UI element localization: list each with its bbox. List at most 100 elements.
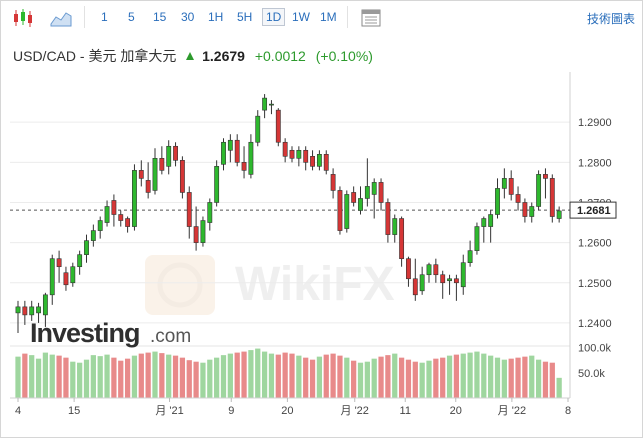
last-price: 1.2679	[202, 48, 245, 64]
candle-body	[536, 174, 542, 207]
volume-bar	[344, 357, 350, 398]
candle-body	[125, 218, 131, 227]
price-tick-label: 1.2900	[578, 117, 612, 129]
investing-wordmark: Investing	[30, 318, 140, 348]
volume-bar	[488, 355, 494, 398]
candle-body	[234, 139, 240, 163]
volume-bar	[535, 359, 542, 398]
candle-body	[63, 272, 69, 286]
candlestick-chart-icon[interactable]	[12, 8, 34, 28]
candle-body	[392, 218, 398, 235]
volume-bar	[433, 358, 439, 398]
volume-bar	[29, 355, 35, 398]
candle-body	[282, 141, 288, 157]
table-icon[interactable]	[360, 8, 382, 28]
volume-bar	[474, 351, 480, 398]
timeframe-5h[interactable]: 5H	[237, 10, 253, 24]
wikifx-wordmark: WikiFX	[235, 258, 395, 311]
timeframe-15[interactable]: 15	[153, 10, 167, 24]
candle-body	[474, 226, 480, 251]
candle-body	[460, 262, 466, 288]
grid-lines	[10, 121, 570, 347]
candle-body	[227, 139, 233, 151]
volume-bar	[378, 356, 384, 398]
candle-body	[488, 214, 494, 227]
current-price-label: 1.2681	[577, 205, 611, 217]
candle-body	[371, 182, 377, 195]
volume-bar	[289, 353, 295, 398]
volume-bar	[42, 352, 49, 398]
candle-body	[440, 274, 446, 284]
volume-bar	[131, 355, 138, 398]
timeframe-1[interactable]: 1	[101, 10, 108, 24]
time-tick-label: 月 '22	[341, 405, 369, 417]
candle-body	[166, 145, 172, 167]
volume-bar	[22, 353, 28, 398]
volume-bar	[309, 359, 316, 398]
volume-bar	[90, 355, 96, 398]
timeframe-5[interactable]: 5	[128, 10, 135, 24]
volume-bar	[248, 350, 254, 398]
volume-bar	[364, 361, 370, 398]
candle-body	[351, 192, 357, 203]
candle-body	[138, 170, 144, 179]
volume-bar	[159, 353, 165, 398]
volume-bar	[138, 353, 144, 398]
volume-bar	[296, 355, 302, 398]
timeframe-1m[interactable]: 1M	[320, 10, 337, 24]
time-tick-label: 8	[565, 405, 571, 417]
volume-bar	[542, 361, 549, 398]
wikifx-logo-ring	[157, 262, 203, 308]
timeframe-1w[interactable]: 1W	[292, 10, 310, 24]
volume-bar	[419, 362, 425, 398]
candlestick-series	[15, 94, 562, 333]
candle-body	[467, 250, 473, 263]
volume-bars	[15, 348, 562, 398]
volume-bar	[49, 354, 55, 398]
timeframe-1d[interactable]: 1D	[262, 8, 286, 26]
candle-body	[207, 202, 213, 223]
timeframe-1h[interactable]: 1H	[208, 10, 224, 24]
candle-body	[179, 160, 185, 193]
volume-bar	[124, 358, 131, 398]
volume-bar	[186, 360, 192, 398]
price-tick-label: 1.2800	[578, 157, 612, 169]
candle-body	[495, 188, 500, 215]
volume-bar	[145, 352, 151, 398]
volume-bar	[398, 357, 405, 398]
candle-body	[501, 178, 507, 189]
timeframe-30[interactable]: 30	[181, 10, 195, 24]
volume-bar	[77, 362, 83, 398]
candle-body	[173, 145, 178, 161]
candle-body	[104, 206, 110, 223]
candle-body	[29, 306, 35, 316]
instrument-header: USD/CAD - 美元 加拿大元 1.2679 +0.0012 (+0.10%…	[13, 46, 373, 66]
candle-body	[508, 178, 514, 195]
candle-body	[241, 162, 247, 171]
volume-bar	[227, 353, 233, 398]
candle-body	[159, 158, 165, 171]
time-tick-label: 月 '22	[498, 405, 526, 417]
candle-body	[111, 200, 117, 215]
candle-body	[90, 230, 96, 241]
volume-bar	[392, 353, 398, 398]
volume-bar	[508, 358, 514, 398]
candle-body	[214, 166, 220, 203]
candle-body	[529, 206, 535, 217]
candle-body	[56, 258, 62, 268]
volume-bar	[323, 354, 329, 398]
investing-watermark: Investing .com	[30, 318, 191, 348]
instrument-name: USD/CAD - 美元 加拿大元	[13, 48, 177, 64]
volume-bar	[179, 357, 186, 398]
area-chart-icon[interactable]	[50, 8, 72, 28]
volume-bar	[118, 360, 124, 398]
technical-chart-link[interactable]: 技術圖表	[586, 12, 635, 26]
volume-bar	[104, 354, 110, 398]
candle-body	[433, 264, 439, 276]
candle-body	[152, 158, 158, 191]
volume-bar	[385, 355, 391, 398]
candle-body	[77, 254, 83, 268]
candle-body	[42, 294, 48, 316]
current-price-tag	[569, 201, 617, 219]
